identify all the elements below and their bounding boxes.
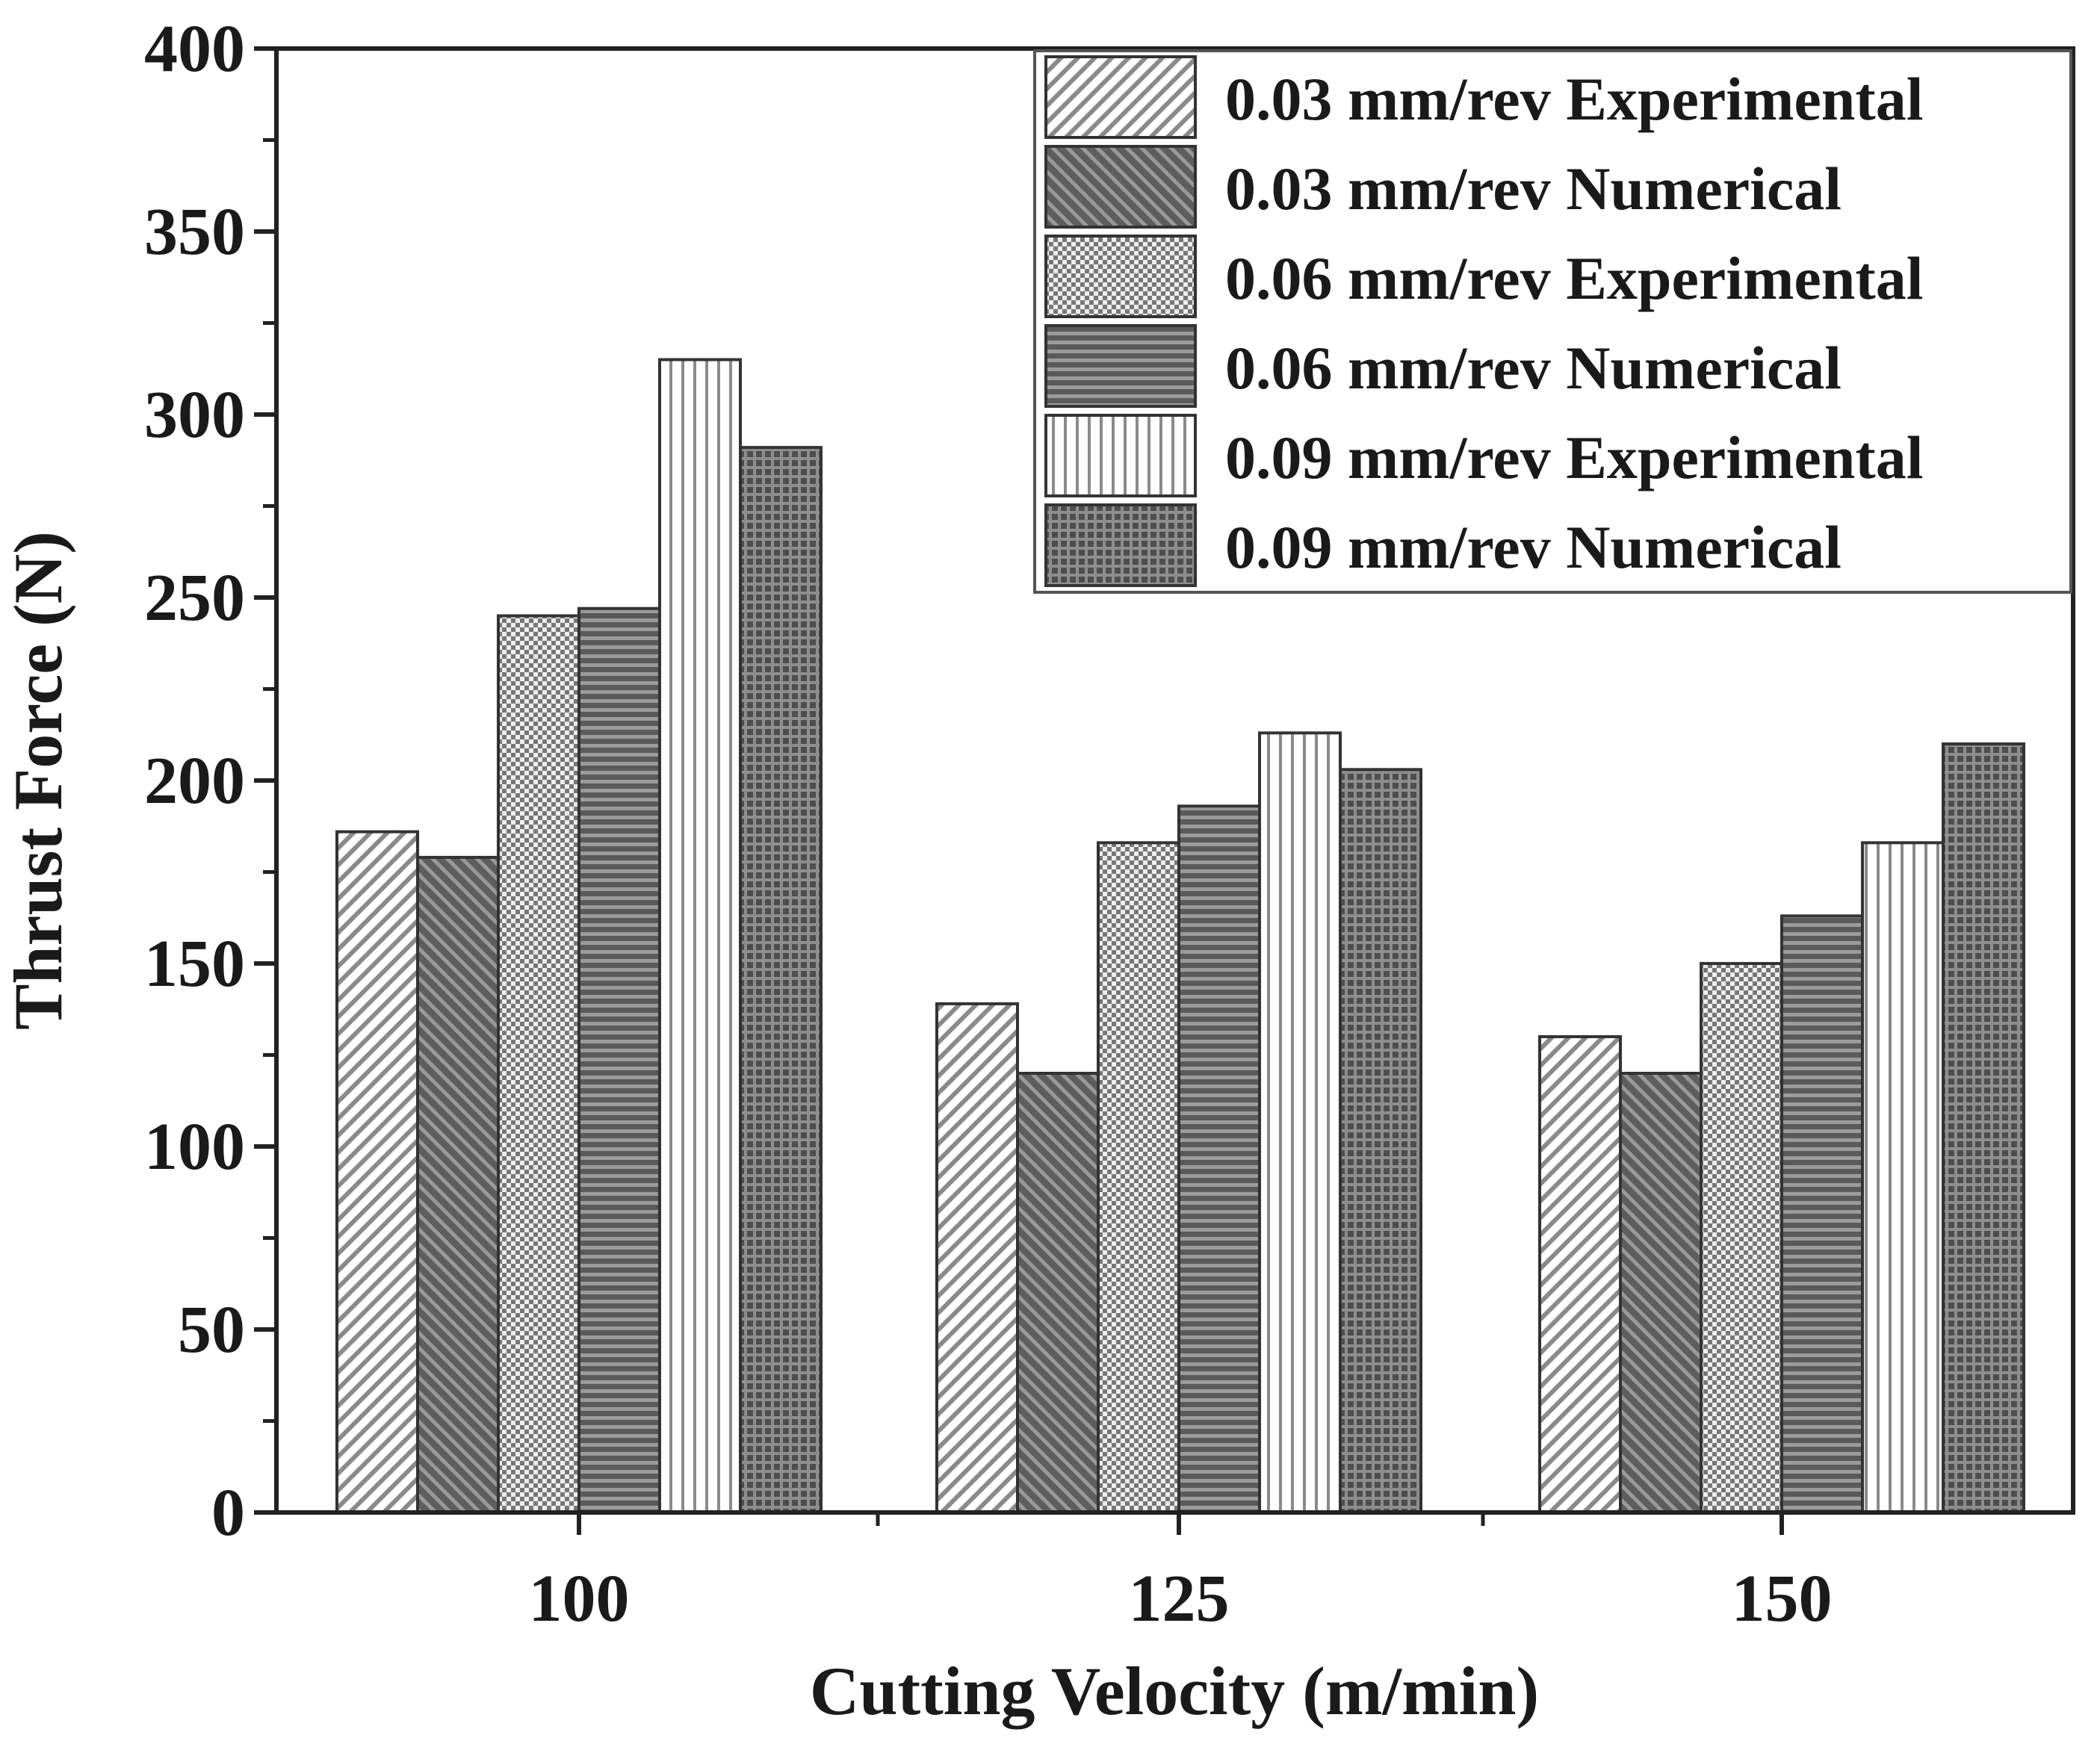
bar-150-series-1	[1538, 1035, 1622, 1514]
y-tick-label-150: 150	[144, 927, 245, 1001]
legend-label-1: 0.03 mm/rev Experimental	[1225, 65, 1923, 133]
bar-100-series-4	[577, 606, 661, 1515]
y-tick-label-100: 100	[144, 1110, 245, 1184]
y-tick-label-200: 200	[144, 744, 245, 818]
y-tick-label-400: 400	[144, 12, 245, 86]
bar-150-series-5	[1861, 841, 1945, 1515]
legend-swatch-1	[1044, 55, 1197, 139]
bar-100-series-5	[658, 358, 742, 1514]
x-tick-label-125: 125	[1129, 1562, 1230, 1636]
x-tick-label-100: 100	[529, 1562, 630, 1636]
legend-box	[1033, 49, 2072, 594]
bar-100-series-6	[739, 446, 823, 1514]
bar-125-series-6	[1339, 768, 1422, 1515]
legend-label-5: 0.09 mm/rev Experimental	[1225, 423, 1923, 491]
legend-swatch-3	[1044, 235, 1197, 318]
y-tick-label-300: 300	[144, 378, 245, 452]
bar-125-series-2	[1016, 1072, 1100, 1514]
bar-125-series-4	[1177, 804, 1261, 1515]
x-tick-label-150: 150	[1732, 1562, 1833, 1636]
y-tick-label-250: 250	[144, 561, 245, 635]
bar-100-series-3	[497, 614, 580, 1514]
bar-150-series-4	[1780, 914, 1864, 1515]
bars-layer	[335, 358, 2025, 1515]
bar-150-series-6	[1942, 742, 2025, 1514]
bar-125-series-1	[935, 1002, 1019, 1514]
y-tick-label-0: 0	[211, 1476, 245, 1550]
bar-125-series-3	[1097, 841, 1180, 1515]
y-axis: 0 50 100 150 200 250 300 350 400	[144, 12, 276, 1550]
plot-frame	[274, 46, 2075, 1515]
legend-swatch-6	[1044, 503, 1197, 587]
legend-label-3: 0.06 mm/rev Experimental	[1225, 244, 1923, 312]
legend-swatch-5	[1044, 414, 1197, 497]
y-axis-title: Thrust Force (N)	[0, 531, 76, 1030]
x-axis-title: Cutting Velocity (m/min)	[810, 1653, 1539, 1729]
bar-150-series-3	[1700, 962, 1783, 1514]
legend-swatch-4	[1044, 324, 1197, 408]
legend: 0.03 mm/rev Experimental 0.03 mm/rev Nume…	[1033, 49, 2072, 594]
legend-label-2: 0.03 mm/rev Numerical	[1225, 155, 1842, 223]
y-tick-label-50: 50	[178, 1293, 245, 1367]
bar-125-series-5	[1258, 731, 1342, 1514]
bar-150-series-2	[1619, 1072, 1703, 1514]
x-axis: 100 125 150	[529, 1512, 1833, 1636]
bar-100-series-1	[335, 830, 419, 1514]
legend-label-6: 0.09 mm/rev Numerical	[1225, 513, 1842, 581]
y-tick-label-350: 350	[144, 195, 245, 269]
bar-100-series-2	[416, 855, 500, 1514]
legend-swatch-2	[1044, 145, 1197, 229]
legend-label-4: 0.06 mm/rev Numerical	[1225, 334, 1842, 402]
